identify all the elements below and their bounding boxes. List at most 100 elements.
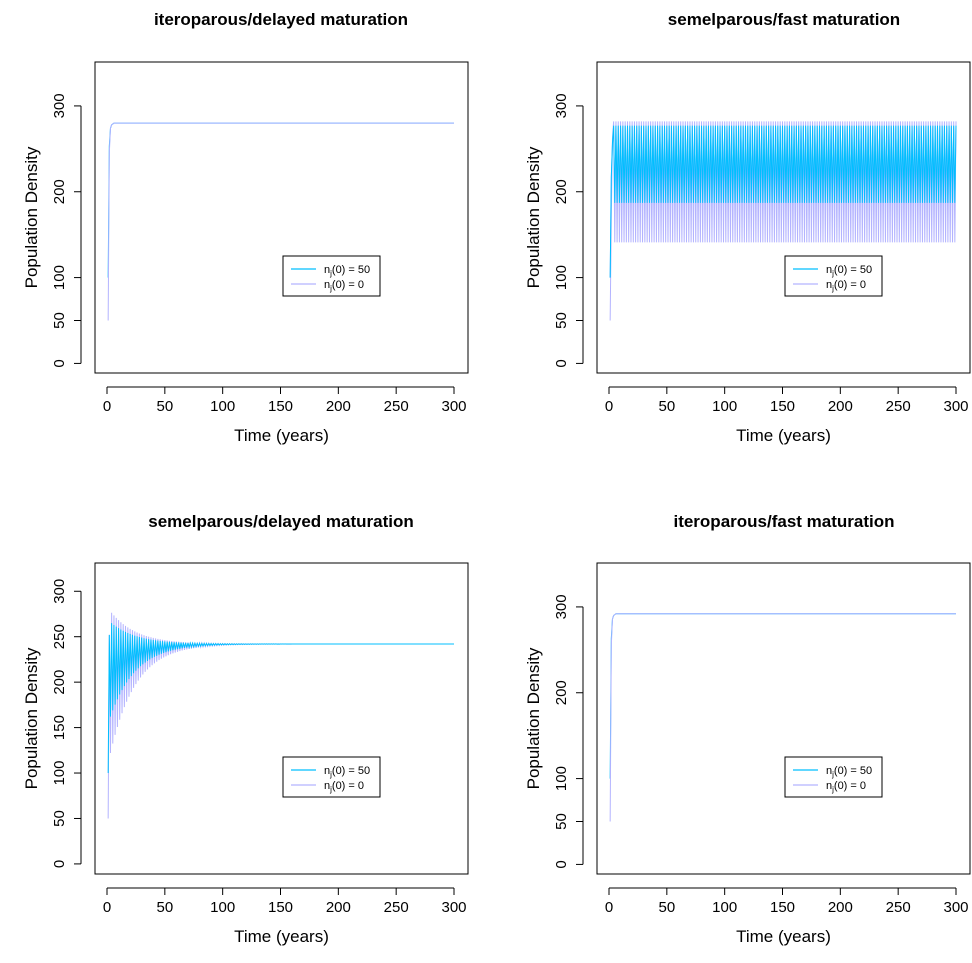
x-axis-label: Time (years): [234, 426, 329, 445]
x-tick-label: 150: [268, 899, 293, 916]
x-tick-label: 250: [886, 899, 911, 916]
series-line-1: [107, 122, 454, 278]
legend-label-prefix: n: [324, 264, 330, 276]
x-axis-label: Time (years): [736, 426, 831, 445]
legend-label-prefix: n: [324, 780, 330, 792]
x-tick-label: 300: [441, 899, 466, 916]
y-tick-label: 200: [51, 670, 68, 695]
chart-panel-3: semelparous/delayed maturation 0 50 100 150 2…: [22, 512, 469, 946]
y-tick-label: 150: [51, 715, 68, 740]
y-tick-label: 100: [553, 265, 570, 290]
chart-panel-4: iteroparous/fast maturation 0 50 100 150 200 2…: [524, 512, 971, 946]
y-tick-label: 300: [553, 594, 570, 619]
x-tick-label: 250: [384, 398, 409, 415]
chart-panel-2: semelparous/fast maturation 0 50 100 150 200 2…: [524, 10, 971, 445]
plot-frame: [596, 61, 971, 374]
x-tick-label: 100: [210, 899, 235, 916]
legend-label-suffix: (0) = 50: [332, 264, 370, 276]
plot-frame: [94, 562, 469, 875]
x-tick-label: 150: [770, 398, 795, 415]
y-tick-label: 200: [553, 179, 570, 204]
legend-label-1: nj(0) = 50: [826, 765, 872, 779]
legend-label-prefix: n: [826, 279, 832, 291]
y-axis-label: Population Density: [524, 146, 543, 288]
y-tick-label: 100: [51, 265, 68, 290]
legend-label-2: nj(0) = 0: [324, 279, 364, 293]
y-tick-label: 50: [51, 312, 68, 329]
legend-label-1: nj(0) = 50: [324, 765, 370, 779]
legend-label-suffix: (0) = 0: [332, 780, 364, 792]
legend-label-2: nj(0) = 0: [826, 780, 866, 794]
legend-label-subscript: j: [329, 269, 332, 278]
x-axis-label: Time (years): [234, 927, 329, 946]
legend-label-prefix: n: [826, 264, 832, 276]
series-line-3: [609, 125, 957, 278]
chart-title: iteroparous/delayed maturation: [154, 10, 408, 29]
x-tick-label: 250: [384, 899, 409, 916]
x-tick-label: 0: [605, 899, 613, 916]
series-line-2: [107, 122, 454, 321]
x-tick-label: 150: [770, 899, 795, 916]
x-tick-label: 300: [441, 398, 466, 415]
y-tick-label: 100: [553, 766, 570, 791]
legend-label-prefix: n: [826, 765, 832, 777]
legend-label-subscript: j: [329, 284, 332, 293]
y-tick-label: 300: [51, 579, 68, 604]
x-tick-label: 0: [103, 398, 111, 415]
series-group: [107, 612, 454, 819]
legend-label-subscript: j: [831, 770, 834, 779]
y-tick-label: 0: [553, 359, 570, 367]
series-group: [609, 613, 956, 822]
legend-label-subscript: j: [831, 269, 834, 278]
y-tick-label: 50: [553, 813, 570, 830]
plot-frame: [94, 61, 469, 374]
legend-label-2: nj(0) = 0: [826, 279, 866, 293]
x-tick-label: 50: [156, 398, 173, 415]
y-tick-label: 200: [553, 680, 570, 705]
legend-label-suffix: (0) = 0: [834, 780, 866, 792]
legend-box: [784, 255, 883, 297]
x-tick-label: 300: [943, 398, 968, 415]
chart-title: semelparous/delayed maturation: [148, 512, 413, 531]
legend-label-subscript: j: [831, 284, 834, 293]
y-axis-label: Population Density: [22, 647, 41, 789]
series-group: [609, 121, 957, 321]
y-tick-label: 300: [553, 93, 570, 118]
y-tick-label: 200: [51, 179, 68, 204]
y-axis-label: Population Density: [22, 146, 41, 288]
x-tick-label: 50: [658, 899, 675, 916]
x-tick-label: 100: [712, 398, 737, 415]
y-tick-label: 100: [51, 761, 68, 786]
chart-title: semelparous/fast maturation: [668, 10, 900, 29]
y-tick-label: 0: [553, 860, 570, 868]
legend-label-1: nj(0) = 50: [324, 264, 370, 278]
series-line-1: [609, 613, 956, 779]
legend-label-prefix: n: [324, 279, 330, 291]
legend-label-1: nj(0) = 50: [826, 264, 872, 278]
y-tick-label: 50: [553, 312, 570, 329]
x-tick-label: 50: [156, 899, 173, 916]
x-tick-label: 200: [828, 398, 853, 415]
x-tick-label: 0: [605, 398, 613, 415]
x-tick-label: 250: [886, 398, 911, 415]
chart-title: iteroparous/fast maturation: [673, 512, 894, 531]
y-tick-label: 250: [51, 624, 68, 649]
x-axis-label: Time (years): [736, 927, 831, 946]
legend-label-2: nj(0) = 0: [324, 780, 364, 794]
x-tick-label: 200: [326, 899, 351, 916]
legend-label-prefix: n: [324, 765, 330, 777]
legend-label-subscript: j: [831, 785, 834, 794]
x-tick-label: 100: [712, 899, 737, 916]
legend-label-prefix: n: [826, 780, 832, 792]
legend-label-suffix: (0) = 50: [332, 765, 370, 777]
x-tick-label: 300: [943, 899, 968, 916]
legend-label-subscript: j: [329, 770, 332, 779]
series-group: [107, 122, 454, 321]
x-tick-label: 200: [828, 899, 853, 916]
legend-label-suffix: (0) = 0: [332, 279, 364, 291]
